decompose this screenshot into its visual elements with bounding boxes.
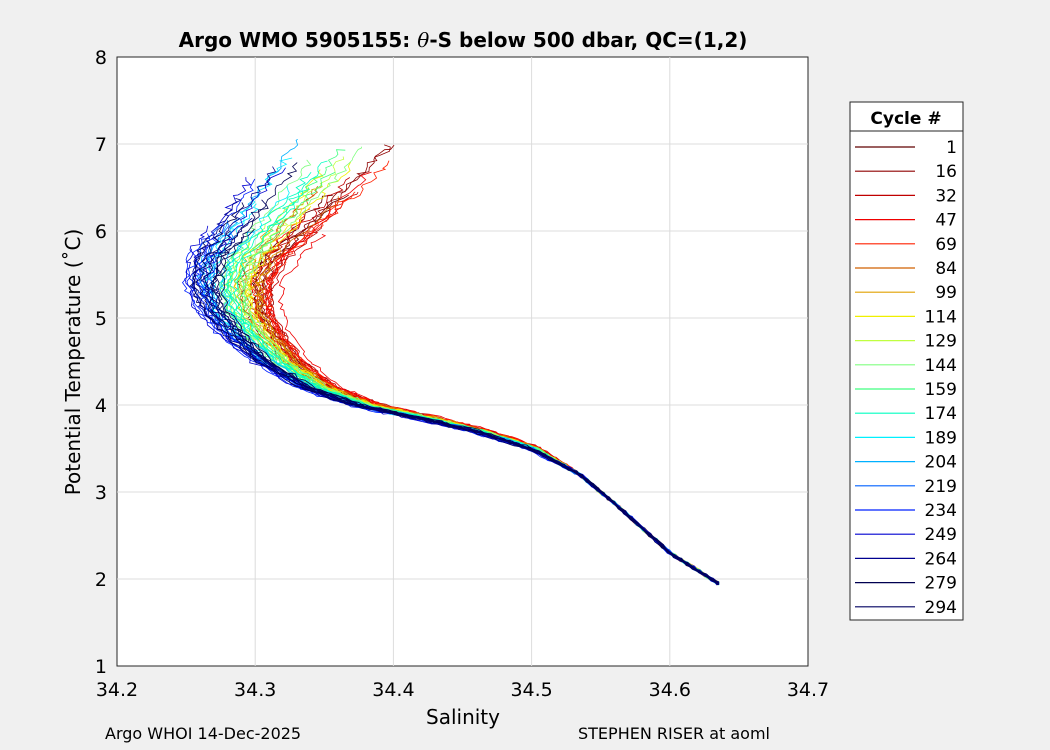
- x-tick-label: 34.5: [510, 679, 552, 701]
- footer-right: STEPHEN RISER at aoml: [578, 724, 770, 743]
- legend-label-47: 47: [935, 211, 957, 231]
- chart-title: Argo WMO 5905155: θ-S below 500 dbar, QC…: [179, 28, 748, 52]
- legend-label-159: 159: [925, 380, 957, 400]
- y-axis-label: Potential Temperature (˚C): [61, 229, 85, 496]
- y-tick-label: 5: [95, 308, 107, 330]
- legend-label-174: 174: [925, 404, 957, 424]
- x-axis-ticks: 34.2 34.3 34.4 34.5 34.6 34.7: [96, 679, 829, 701]
- legend-label-279: 279: [925, 574, 957, 594]
- legend-label-69: 69: [935, 235, 957, 255]
- y-tick-label: 1: [95, 656, 107, 678]
- x-tick-label: 34.4: [372, 679, 414, 701]
- x-tick-label: 34.7: [787, 679, 829, 701]
- y-tick-label: 4: [95, 395, 107, 417]
- x-tick-label: 34.2: [96, 679, 138, 701]
- profile-line-294: [189, 239, 718, 583]
- legend: Cycle # 1 16 32 47 69 84 99 114 129 144 159 174 189 2…: [849, 101, 964, 621]
- y-tick-label: 6: [95, 221, 107, 243]
- legend-label-234: 234: [925, 501, 957, 521]
- y-axis-ticks: 1 2 3 4 5 6 7 8: [95, 47, 107, 678]
- y-tick-label: 2: [95, 569, 107, 591]
- legend-label-219: 219: [925, 477, 957, 497]
- legend-title: Cycle #: [870, 109, 941, 129]
- x-tick-label: 34.6: [649, 679, 691, 701]
- y-tick-label: 3: [95, 482, 107, 504]
- legend-label-84: 84: [935, 259, 957, 279]
- footer-left: Argo WHOI 14-Dec-2025: [105, 724, 302, 743]
- legend-label-249: 249: [925, 525, 957, 545]
- profile-line-294: [212, 199, 720, 585]
- legend-label-204: 204: [925, 453, 957, 473]
- legend-items: 1 16 32 47 69 84 99 114 129 144 159 174 189 204 219 234…: [855, 138, 957, 618]
- x-axis-label: Salinity: [426, 705, 500, 729]
- legend-label-16: 16: [935, 162, 957, 182]
- legend-label-189: 189: [925, 428, 957, 448]
- x-tick-label: 34.3: [234, 679, 276, 701]
- legend-label-129: 129: [925, 332, 957, 352]
- legend-label-294: 294: [925, 598, 957, 618]
- legend-label-99: 99: [935, 283, 957, 303]
- y-tick-label: 8: [95, 47, 107, 69]
- y-tick-label: 7: [95, 134, 107, 156]
- legend-label-264: 264: [925, 549, 957, 569]
- legend-label-32: 32: [935, 186, 957, 206]
- legend-label-114: 114: [925, 307, 957, 327]
- legend-label-1: 1: [946, 138, 957, 158]
- profiles: [181, 138, 720, 586]
- profile-line-294: [203, 230, 718, 585]
- legend-label-144: 144: [925, 356, 957, 376]
- plot-area: [116, 56, 809, 667]
